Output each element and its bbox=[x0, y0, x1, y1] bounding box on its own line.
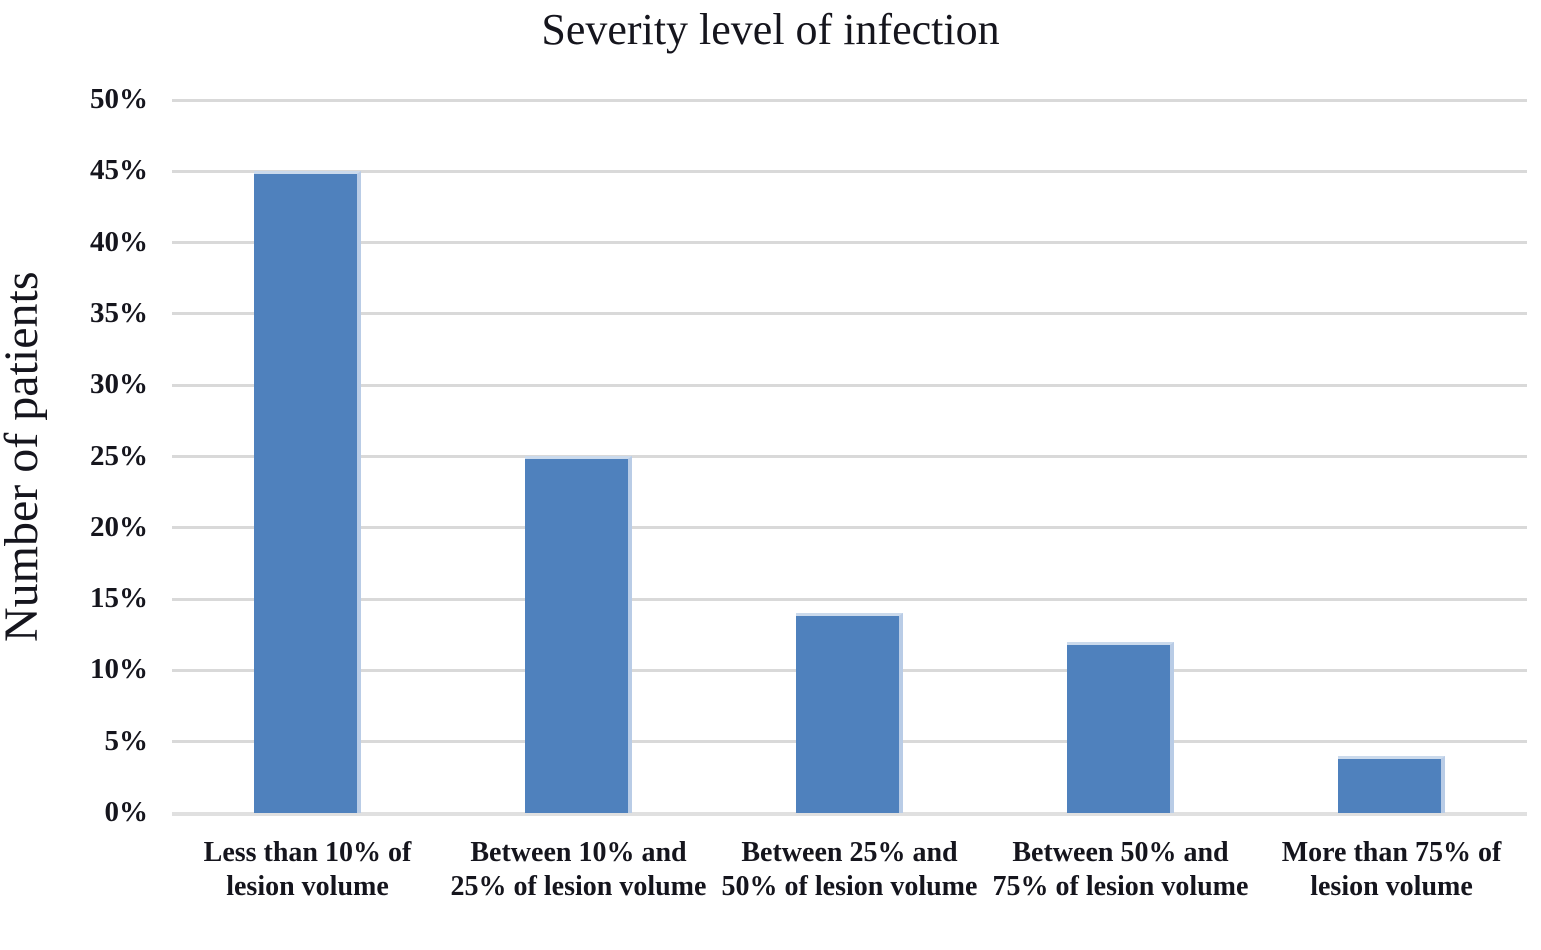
x-category-label: Less than 10% of lesion volume bbox=[203, 837, 412, 902]
x-category-label: More than 75% of lesion volume bbox=[1281, 837, 1502, 902]
chart-title: Severity level of infection bbox=[541, 5, 1000, 54]
gridline bbox=[172, 99, 1527, 102]
y-tick-label: 5% bbox=[104, 725, 149, 757]
gridline bbox=[172, 384, 1527, 387]
gridline bbox=[172, 170, 1527, 173]
bar-4 bbox=[1067, 642, 1174, 813]
x-axis-baseline bbox=[172, 812, 1527, 816]
y-tick-label: 0% bbox=[104, 796, 149, 828]
bar-2 bbox=[525, 456, 632, 813]
y-tick-label: 30% bbox=[90, 368, 148, 400]
y-tick-label: 10% bbox=[90, 653, 148, 685]
x-category-label: Between 25% and 50% of lesion volume bbox=[721, 837, 978, 902]
plot-area bbox=[172, 99, 1527, 816]
gridline bbox=[172, 526, 1527, 529]
bar-3 bbox=[796, 613, 903, 813]
y-tick-label: 15% bbox=[90, 582, 148, 614]
y-tick-label: 25% bbox=[90, 440, 148, 472]
y-tick-label: 35% bbox=[90, 297, 148, 329]
x-category-label: Between 50% and 75% of lesion volume bbox=[992, 837, 1249, 902]
gridline bbox=[172, 598, 1527, 601]
y-tick-label: 20% bbox=[90, 511, 148, 543]
y-tick-label: 50% bbox=[90, 83, 148, 115]
x-category-label: Between 10% and 25% of lesion volume bbox=[450, 837, 707, 902]
y-tick-label: 45% bbox=[90, 154, 148, 186]
gridline bbox=[172, 241, 1527, 244]
y-axis-tick-labels: 0% 5% 10% 15% 20% 25% 30% 35% 40% 45% 50% bbox=[0, 83, 152, 828]
bar-5 bbox=[1338, 756, 1445, 813]
y-tick-label: 40% bbox=[90, 226, 148, 258]
gridline bbox=[172, 312, 1527, 315]
x-axis-category-labels: Less than 10% of lesion volume Between 10… bbox=[172, 836, 1527, 950]
bar-1 bbox=[254, 171, 361, 813]
gridline bbox=[172, 455, 1527, 458]
